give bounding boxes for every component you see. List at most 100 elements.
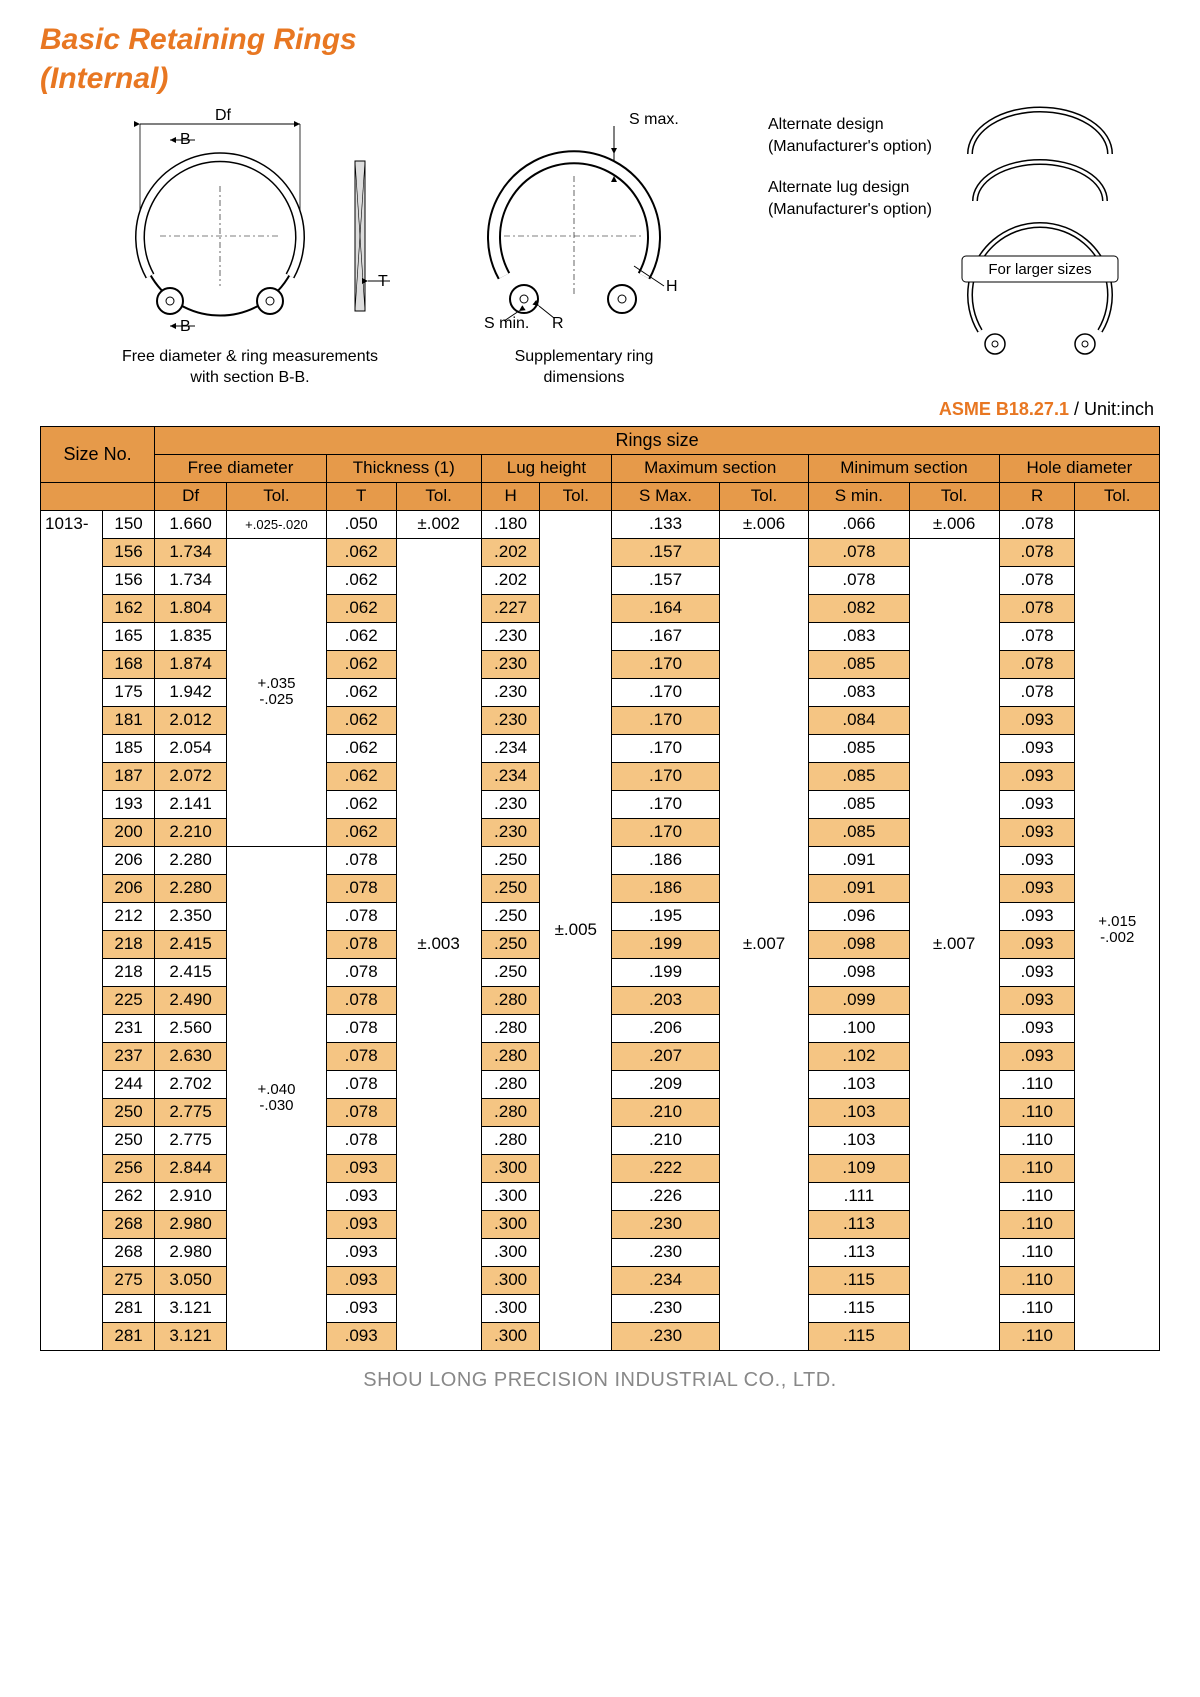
label-smax: S max.: [629, 111, 679, 128]
table-cell: .203: [612, 986, 720, 1014]
table-cell: 1.942: [155, 678, 227, 706]
table-cell: 237: [103, 1042, 155, 1070]
diagram-1-caption: Free diameter & ring measurementswith se…: [100, 347, 400, 389]
table-cell: 2.350: [155, 902, 227, 930]
label-smin: S min.: [484, 315, 529, 332]
table-cell: .234: [481, 762, 540, 790]
table-cell: .115: [809, 1294, 909, 1322]
table-cell: 168: [103, 650, 155, 678]
table-cell: 2.980: [155, 1210, 227, 1238]
table-cell: .230: [481, 706, 540, 734]
table-cell: .078: [326, 930, 396, 958]
spec-table: Size No. Rings size Free diameter Thickn…: [40, 426, 1160, 1351]
table-cell: +.040-.030: [227, 846, 327, 1350]
table-cell: .062: [326, 790, 396, 818]
table-cell: .170: [612, 706, 720, 734]
table-cell: .230: [481, 678, 540, 706]
sub-smax-tol: Tol.: [719, 482, 808, 510]
diagram-row: Df B B T Free diame: [100, 106, 1140, 389]
table-cell: .103: [809, 1070, 909, 1098]
title-line-2: (Internal): [40, 62, 168, 95]
diagram-1: Df B B T Free diame: [100, 106, 400, 389]
table-cell: 1.734: [155, 538, 227, 566]
table-cell: .082: [809, 594, 909, 622]
table-cell: .280: [481, 1098, 540, 1126]
table-cell: 206: [103, 846, 155, 874]
sub-t-tol: Tol.: [396, 482, 481, 510]
table-cell: .099: [809, 986, 909, 1014]
table-cell: 2.415: [155, 930, 227, 958]
table-cell: .093: [999, 874, 1075, 902]
table-cell: 1.660: [155, 510, 227, 538]
table-cell: .084: [809, 706, 909, 734]
table-cell: .062: [326, 678, 396, 706]
hdr-free-diameter: Free diameter: [155, 454, 327, 482]
diagram-2: S max. H S min. R Supplementary ringdime…: [454, 106, 714, 389]
diagram-3: For larger sizes: [940, 106, 1140, 371]
sub-t: T: [326, 482, 396, 510]
table-cell: .093: [999, 706, 1075, 734]
table-cell: +.015-.002: [1075, 510, 1160, 1350]
table-cell: ±.006: [909, 510, 999, 538]
table-cell: .062: [326, 762, 396, 790]
alt-design-label: Alternate design(Manufacturer's option): [768, 114, 932, 159]
table-cell: .078: [326, 1098, 396, 1126]
table-cell: .078: [999, 510, 1075, 538]
table-cell: .078: [999, 678, 1075, 706]
table-cell: .280: [481, 1070, 540, 1098]
table-cell: .300: [481, 1154, 540, 1182]
table-cell: .113: [809, 1238, 909, 1266]
table-cell: .085: [809, 650, 909, 678]
table-cell: .093: [999, 1014, 1075, 1042]
table-cell: 206: [103, 874, 155, 902]
table-cell: 200: [103, 818, 155, 846]
table-cell: .170: [612, 650, 720, 678]
table-cell: .098: [809, 930, 909, 958]
sub-smin-tol: Tol.: [909, 482, 999, 510]
table-cell: .300: [481, 1266, 540, 1294]
table-cell: .093: [999, 762, 1075, 790]
table-cell: .234: [481, 734, 540, 762]
table-cell: 193: [103, 790, 155, 818]
table-cell: .091: [809, 874, 909, 902]
side-labels: Alternate design(Manufacturer's option) …: [768, 106, 932, 222]
table-cell: 1.835: [155, 622, 227, 650]
table-cell: .222: [612, 1154, 720, 1182]
table-cell: 218: [103, 930, 155, 958]
table-cell: 2.210: [155, 818, 227, 846]
table-cell: 2.054: [155, 734, 227, 762]
table-cell: .078: [809, 566, 909, 594]
table-cell: 2.012: [155, 706, 227, 734]
table-cell: .210: [612, 1126, 720, 1154]
page-title: Basic Retaining Rings (Internal): [40, 20, 1160, 98]
table-cell: ±.007: [909, 538, 999, 1350]
table-cell: .078: [326, 1070, 396, 1098]
table-cell: 156: [103, 538, 155, 566]
table-cell: .078: [999, 622, 1075, 650]
table-cell: 2.844: [155, 1154, 227, 1182]
table-cell: .085: [809, 762, 909, 790]
table-cell: .199: [612, 958, 720, 986]
label-df: Df: [215, 107, 232, 124]
table-cell: .110: [999, 1322, 1075, 1350]
table-cell: 2.490: [155, 986, 227, 1014]
table-cell: ±.006: [719, 510, 808, 538]
table-cell: .062: [326, 650, 396, 678]
table-cell: 1013-: [41, 510, 103, 1350]
table-cell: .093: [999, 902, 1075, 930]
table-cell: .078: [326, 986, 396, 1014]
table-cell: .110: [999, 1126, 1075, 1154]
table-cell: .093: [326, 1322, 396, 1350]
table-cell: .083: [809, 678, 909, 706]
hdr-min-section: Minimum section: [809, 454, 999, 482]
table-cell: .078: [999, 594, 1075, 622]
hdr-size-no: Size No.: [41, 426, 155, 482]
table-cell: 2.280: [155, 874, 227, 902]
table-cell: .103: [809, 1098, 909, 1126]
table-cell: .180: [481, 510, 540, 538]
table-cell: .078: [326, 846, 396, 874]
table-cell: 281: [103, 1294, 155, 1322]
table-cell: 218: [103, 958, 155, 986]
table-cell: .078: [326, 874, 396, 902]
table-cell: .062: [326, 706, 396, 734]
